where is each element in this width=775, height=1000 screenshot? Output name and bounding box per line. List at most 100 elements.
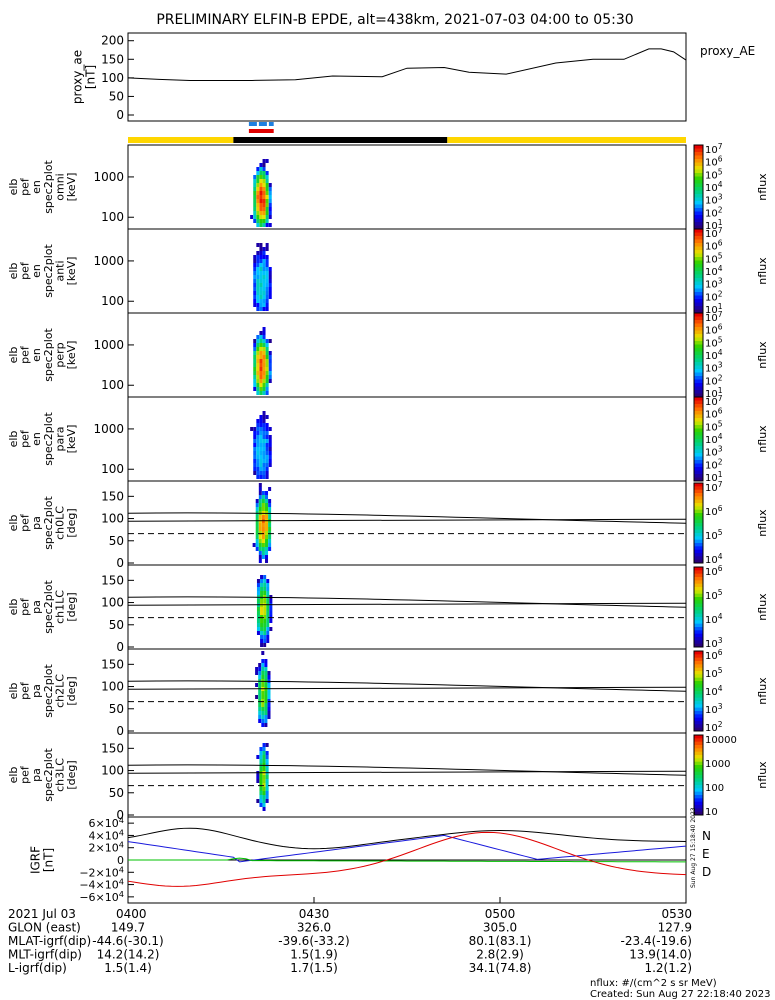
energy-panel-1-pixel xyxy=(259,283,263,287)
energy-panel-0-pixel xyxy=(253,219,257,223)
pa-panel-2-colorbar-cell xyxy=(694,707,703,712)
energy-panel-0-pixel xyxy=(262,187,266,191)
pa-panel-3-colorbar-cell xyxy=(694,791,703,796)
pa-panel-2-ylabel-line: spec2plot xyxy=(42,664,55,718)
pa-panel-0-pixel xyxy=(265,527,269,531)
pa-panel-2-pixel xyxy=(261,691,265,695)
pa-panel-1-pixel xyxy=(263,575,267,579)
energy-panel-1-pixel xyxy=(256,271,260,275)
energy-panel-0-pixel xyxy=(253,187,257,191)
energy-panel-3-pixel xyxy=(268,459,272,463)
pa-panel-1-pixel xyxy=(269,619,273,623)
igrf-ytick-label: 0 xyxy=(117,854,124,867)
energy-panel-0-pixel xyxy=(265,191,269,195)
pa-panel-1-pixel xyxy=(260,611,264,615)
pa-panel-3-colorbar-cell xyxy=(694,765,703,769)
pa-panel-3-ylabel-line: pa xyxy=(30,768,43,782)
energy-panel-0-pixel xyxy=(262,175,266,179)
energy-panel-3-colorbar-label: nflux xyxy=(756,425,769,453)
pa-panel-0-colorbar-cell xyxy=(694,553,703,557)
pa-panel-2-pixel xyxy=(264,719,268,723)
energy-panel-3-pixel xyxy=(265,443,269,447)
energy-panel-0-pixel xyxy=(256,191,260,195)
table-row-label: 2021 Jul 03 xyxy=(8,907,76,921)
pa-panel-1-colorbar-cell xyxy=(694,577,703,581)
igrf-legend-d: D xyxy=(702,865,711,879)
pa-panel-2-colorbar-cell xyxy=(694,681,703,685)
energy-panel-3-pixel xyxy=(259,431,263,435)
energy-panel-3-colorbar-cell xyxy=(694,414,703,419)
pa-panel-0-pixel xyxy=(268,507,272,511)
energy-panel-1-pixel xyxy=(262,307,266,311)
energy-panel-1-ytick-label: 100 xyxy=(101,294,124,308)
pa-panel-3-colorbar-tick-label: 1000 xyxy=(705,759,730,770)
energy-panel-1-ytick-label: 1000 xyxy=(93,254,124,268)
pa-panel-0-pixel xyxy=(258,535,262,539)
energy-panel-0-pixel xyxy=(259,183,263,187)
pa-panel-1-colorbar-cell xyxy=(694,583,703,588)
table-cell: 149.7 xyxy=(111,921,145,935)
pa-panel-1-pixel xyxy=(256,615,260,619)
energy-panel-1-colorbar-cell xyxy=(694,288,703,293)
energy-panel-2-colorbar-cell xyxy=(694,337,703,342)
pa-panel-2-pixel xyxy=(267,671,271,675)
igrf-ytick-label: −4×104 xyxy=(79,877,124,892)
pa-panel-1-pixel xyxy=(263,583,267,587)
pa-panel-1-pixel xyxy=(263,587,267,591)
energy-panel-1-pixel xyxy=(265,299,269,303)
pa-panel-3-colorbar-cell xyxy=(694,741,703,746)
pa-panel-0-pixel xyxy=(261,547,265,551)
pa-panel-1-pixel xyxy=(256,579,260,583)
pa-panel-2-pixel xyxy=(261,707,265,711)
igrf-legend-e: E xyxy=(702,847,710,861)
energy-panel-1-pixel xyxy=(253,303,257,307)
pa-panel-1-pixel xyxy=(256,623,260,627)
pa-panel-3-colorbar-tick-label: 10000 xyxy=(705,735,737,746)
pa-panel-3-colorbar-cell xyxy=(694,748,703,753)
pa-panel-2-pixel xyxy=(255,667,259,671)
energy-panel-3-pixel xyxy=(262,443,266,447)
energy-panel-3-colorbar-cell xyxy=(694,449,703,454)
energy-panel-0-pixel xyxy=(265,203,269,207)
pa-panel-3-ylabel-line: spec2plot xyxy=(42,748,55,802)
energy-panel-0-pixel xyxy=(259,175,263,179)
energy-panel-0-ylabel-line: elb xyxy=(7,179,20,196)
energy-panel-0-colorbar-tick-label: 106 xyxy=(705,155,723,169)
pa-panel-2-pixel xyxy=(264,675,268,679)
energy-panel-2-pixel xyxy=(262,383,266,387)
pa-panel-0-pixel xyxy=(255,531,259,535)
pa-panel-1-pixel xyxy=(256,611,260,615)
pa-panel-3-ytick-label: 50 xyxy=(109,786,124,800)
pa-panel-2-pixel xyxy=(267,715,271,719)
energy-panel-0-pixel xyxy=(253,207,257,211)
table-cell: 1.5(1.4) xyxy=(104,961,152,975)
energy-panel-0-colorbar-cell xyxy=(694,173,703,177)
pa-panel-2-pixel xyxy=(264,699,268,703)
energy-panel-0-pixel xyxy=(259,179,263,183)
energy-panel-3-colorbar-cell xyxy=(694,456,703,461)
pa-panel-0-pixel xyxy=(265,507,269,511)
pa-panel-0-colorbar-cell xyxy=(694,509,703,514)
pa-panel-0-pixel xyxy=(268,531,272,535)
energy-panel-0-pixel xyxy=(259,215,263,219)
pa-panel-2-pixel xyxy=(264,663,268,667)
energy-panel-0-colorbar-cell xyxy=(694,148,703,153)
pa-panel-0-colorbar-cell xyxy=(694,549,703,554)
pa-panel-1-colorbar-tick-label: 104 xyxy=(705,612,723,626)
energy-panel-2-pixel xyxy=(259,339,263,343)
energy-panel-3-pixel xyxy=(265,475,269,479)
energy-panel-2-colorbar-cell xyxy=(694,358,703,363)
energy-panel-3-pixel xyxy=(259,415,263,419)
energy-panel-2-pixel xyxy=(268,363,272,367)
energy-panel-0-pixel xyxy=(262,195,266,199)
energy-panel-3-colorbar-tick-label: 103 xyxy=(705,445,723,459)
energy-panel-0-colorbar-cell xyxy=(694,169,703,174)
pa-panel-0-pixel xyxy=(252,543,256,547)
energy-panel-3-pixel xyxy=(262,439,266,443)
pa-panel-2-frame xyxy=(127,648,687,734)
pa-panel-3-colorbar-cell xyxy=(694,735,703,739)
pa-panel-2-colorbar-cell xyxy=(694,671,703,675)
energy-panel-0-pixel xyxy=(262,167,266,171)
energy-panel-3-pixel xyxy=(262,451,266,455)
